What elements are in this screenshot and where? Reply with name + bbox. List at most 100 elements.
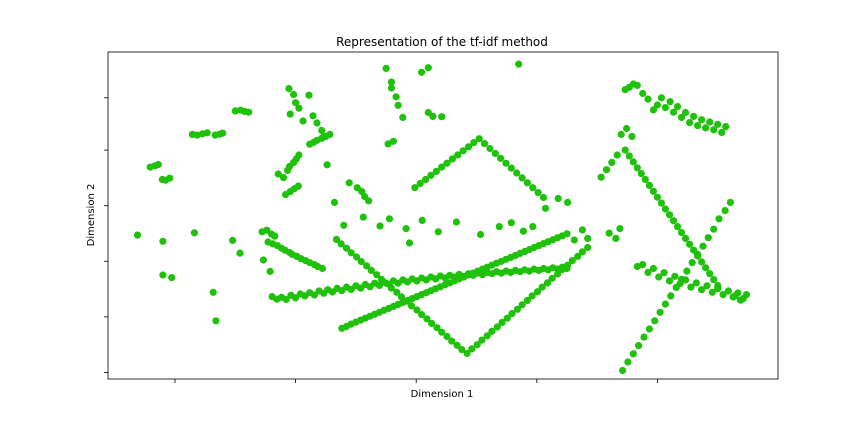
scatter-point [405,239,414,247]
scatter-point [468,345,476,353]
scatter-point [673,103,682,111]
scatter-point [677,228,686,237]
scatter-point [513,305,522,313]
scatter-point [503,314,511,322]
scatter-point [554,194,562,203]
scatter-point [330,198,339,206]
scatter-point [332,235,341,243]
scatter-point [347,249,355,257]
scatter-point [656,308,664,316]
scatter-point [452,218,460,226]
scatter-point [708,288,716,296]
scatter-point [683,267,691,275]
scatter-point [523,179,532,187]
scatter-point [523,296,532,305]
scatter-point [286,110,294,118]
scatter-point [721,207,729,215]
scatter-point [236,249,244,257]
scatter-point [513,169,521,177]
scatter-point [548,274,556,282]
scatter-point [714,281,722,290]
scatter-point [432,167,440,175]
scatter-point [159,271,167,279]
scatter-point [624,358,632,366]
scatter-point [376,222,384,230]
scatter-point [483,332,491,340]
scatter-point [564,198,572,206]
scatter-point [271,232,279,240]
scatter-point [628,132,636,140]
scatter-point [612,234,620,242]
scatter-point [502,159,510,167]
scatter-point [203,129,211,137]
scatter-point [402,225,410,233]
scatter-point [433,324,441,332]
scatter-point [669,217,678,225]
scatter-point [633,262,641,271]
scatter-point [608,158,616,167]
scatter-point [290,90,298,99]
scatter-point [448,155,456,163]
scatter-point [641,175,649,184]
y-axis-label: Dimension 2 [86,184,97,247]
scatter-point [463,349,471,358]
scatter-point [393,288,401,296]
scatter-point [448,337,456,345]
scatter-point [305,91,313,99]
scatter-point [363,262,371,270]
scatter-point [434,228,442,236]
scatter-point [698,258,706,266]
scatter-point [392,93,400,101]
scatter-point [373,271,381,279]
scatter-point [159,237,167,245]
scatter-point [413,306,421,314]
scatter-point [365,197,373,205]
scatter-point [558,265,566,274]
scatter-point [367,266,375,274]
scatter-point [602,166,611,174]
scatter-point [718,128,726,136]
scatter-point [423,315,431,323]
scatter-point [529,184,537,192]
axis-ticks [104,97,658,383]
scatter-point [438,113,446,121]
scatter-point [629,158,637,166]
scatter-point [508,310,516,318]
scatter-point [616,225,624,233]
scatter-point [694,122,702,130]
scatter-point [459,147,467,155]
scatter-point [578,226,587,234]
scatter-point [578,248,587,256]
scatter-point [698,116,706,124]
scatter-point [706,118,714,126]
scatter-point [534,189,542,197]
scatter-point [719,291,727,299]
scatter-point [359,213,367,221]
scatter-point [389,137,397,145]
scatter-point [661,104,670,112]
scatter-point [154,160,162,169]
scatter-point [274,170,282,178]
scatter-point [382,64,390,72]
scatter-point [326,130,334,138]
x-axis-label: Dimension 1 [411,389,474,400]
scatter-point [353,253,361,261]
scatter-point [377,275,385,283]
scatter-point [653,101,662,109]
scatter-point [688,259,696,267]
scatter-point [310,291,318,299]
scatter-point [645,181,654,189]
scatter-point [309,112,317,120]
scatter-point [282,295,290,304]
scatter-point [498,318,506,326]
scatter-point [458,346,466,354]
scatter-point [259,256,267,264]
scatter-point [617,130,625,138]
scatter-point [313,119,321,127]
scatter-point [657,199,666,207]
scatter-point [453,341,461,349]
scatter-point [345,179,353,187]
scatter-point [473,341,481,349]
scatter-point [633,164,641,172]
scatter-point [584,243,592,252]
